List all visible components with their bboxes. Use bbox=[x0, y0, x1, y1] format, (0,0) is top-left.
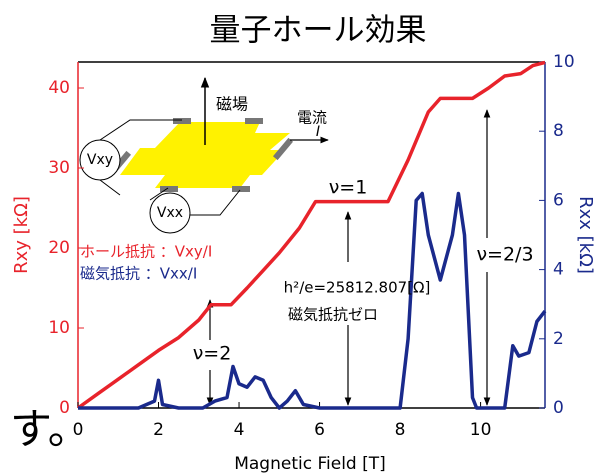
y-tick-label: 0 bbox=[59, 398, 70, 418]
inset-label: I bbox=[316, 124, 320, 140]
x-tick-label: 4 bbox=[234, 420, 245, 440]
page: {"chart_data": {"type": "line", "title":… bbox=[0, 0, 599, 476]
x-tick-label: 0 bbox=[73, 420, 84, 440]
y-tick-label: 20 bbox=[48, 238, 70, 258]
legend-entry: ホール抵抗 ：Vxy/I bbox=[80, 243, 212, 261]
y2-tick-label: 10 bbox=[553, 52, 575, 72]
x-axis-label: Magnetic Field [T] bbox=[234, 454, 386, 474]
x-tick-label: 6 bbox=[314, 420, 325, 440]
y2-tick-label: 4 bbox=[553, 260, 564, 280]
x-tick-label: 10 bbox=[470, 420, 492, 440]
annotation: 磁気抵抗ゼロ bbox=[288, 306, 378, 324]
x-tick-label: 8 bbox=[395, 420, 406, 440]
y-tick-label: 10 bbox=[48, 318, 70, 338]
inset-label: 電流 bbox=[297, 109, 327, 127]
annotation: ν=2 bbox=[193, 343, 232, 365]
contact bbox=[173, 118, 191, 124]
inset-label: Vxy bbox=[87, 152, 113, 168]
chart-title: 量子ホール効果 bbox=[210, 13, 427, 49]
contact bbox=[232, 186, 250, 192]
inset-label: 磁場 bbox=[216, 95, 248, 114]
y-axis-label: Rxy [kΩ] bbox=[11, 196, 32, 274]
inset-diagram bbox=[80, 78, 328, 233]
x-tick-label: 2 bbox=[153, 420, 164, 440]
legend-entry: 磁気抵抗 ：Vxx/I bbox=[80, 265, 197, 283]
annotation: ν=1 bbox=[329, 177, 368, 199]
inset-label: Vxx bbox=[157, 205, 183, 221]
y-tick-label: 40 bbox=[48, 78, 70, 98]
chart: 量子ホール効果 す。 Magnetic Field [T] Rxy [kΩ] R… bbox=[0, 0, 599, 476]
y2-tick-label: 8 bbox=[553, 121, 564, 141]
y2-tick-label: 6 bbox=[553, 190, 564, 210]
y-tick-label: 30 bbox=[48, 158, 70, 178]
annotation: h²/e=25812.807[Ω] bbox=[284, 279, 431, 297]
annotation: ν=2/3 bbox=[476, 244, 533, 266]
y2-axis-label: Rxx [kΩ] bbox=[575, 196, 596, 274]
y2-tick-label: 0 bbox=[553, 398, 564, 418]
contact bbox=[245, 118, 263, 124]
data-line bbox=[78, 194, 545, 409]
y2-tick-label: 2 bbox=[553, 329, 564, 349]
